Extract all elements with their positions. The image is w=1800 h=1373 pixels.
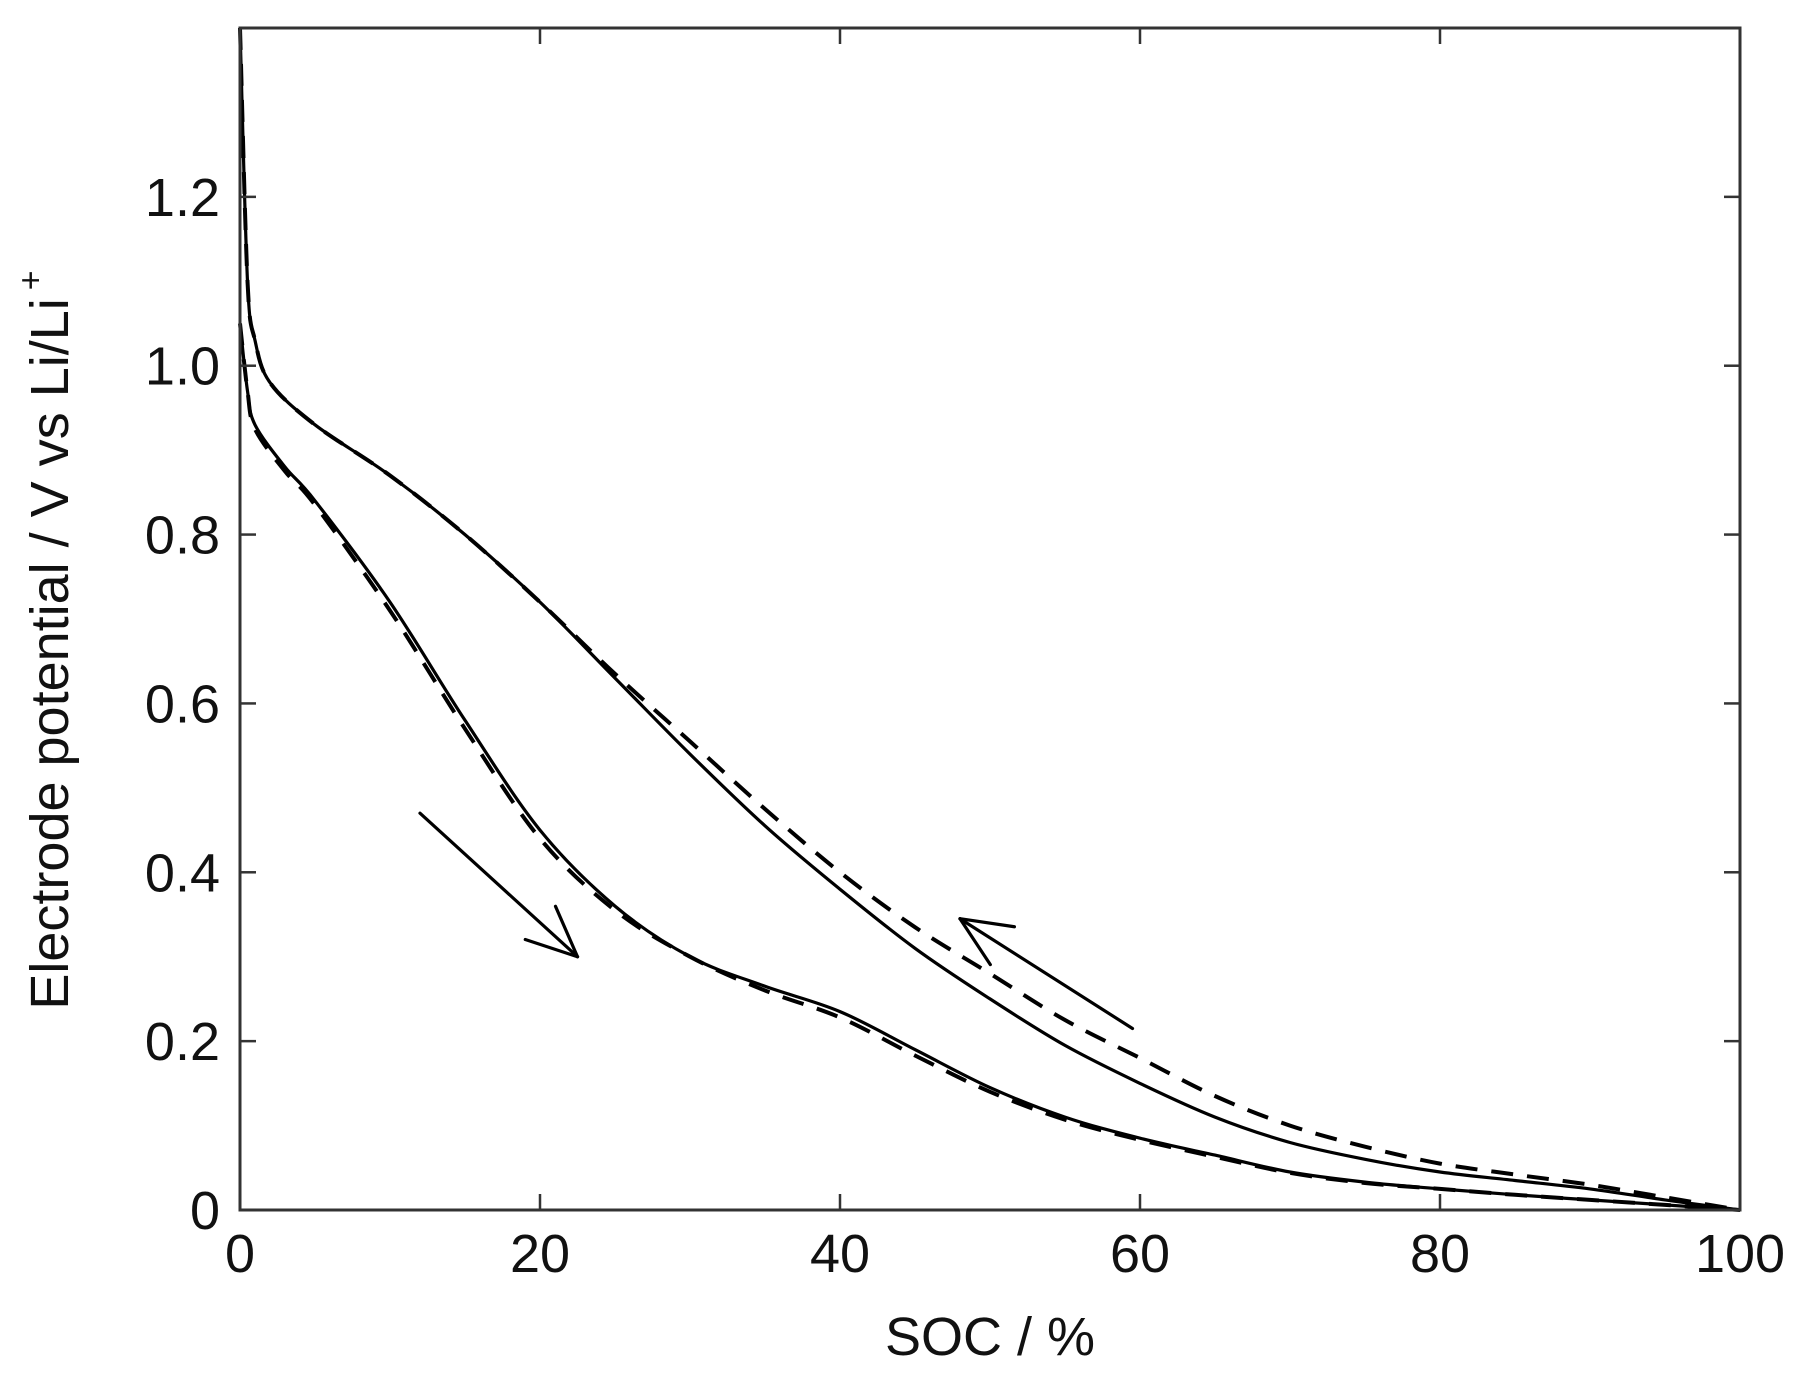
x-tick-label: 80: [1410, 1224, 1470, 1284]
x-tick-label: 0: [225, 1224, 255, 1284]
y-tick-labels: 0 0.2 0.4 0.6 0.8 1.0 1.2: [145, 168, 220, 1241]
x-tick-label: 100: [1695, 1224, 1785, 1284]
y-tick-label: 0.2: [145, 1012, 220, 1072]
y-tick-label: 1.0: [145, 337, 220, 397]
annotation-arrows: [418, 811, 1135, 1031]
y-axis-label-main: Electrode potential / V vs Li/Li: [20, 298, 80, 1009]
y-tick-label: 0.4: [145, 843, 220, 903]
x-tick-label: 40: [810, 1224, 870, 1284]
series-lower-dashed: [238, 323, 1741, 1212]
series-upper-dashed: [238, 27, 1741, 1212]
arrow-icon-down-right: [418, 811, 580, 959]
y-tick-label: 0.8: [145, 506, 220, 566]
y-axis-label-superscript: +: [12, 270, 50, 290]
x-tick-label: 20: [510, 1224, 570, 1284]
x-axis-label: SOC / %: [885, 1307, 1095, 1367]
y-tick-label: 0: [190, 1181, 220, 1241]
arrow-icon-up-left: [958, 917, 1135, 1031]
plot-frame: [238, 26, 1742, 1212]
x-tick-label: 60: [1110, 1224, 1170, 1284]
y-tick-label: 0.6: [145, 674, 220, 734]
series-layer: [238, 27, 1741, 1212]
y-axis-label-group: Electrode potential / V vs Li/Li +: [12, 270, 80, 1009]
axis-ticks: [238, 28, 1742, 1212]
x-tick-labels: 0 20 40 60 80 100: [225, 1224, 1785, 1284]
y-tick-label: 1.2: [145, 168, 220, 228]
y-axis-label: Electrode potential / V vs Li/Li +: [12, 270, 80, 1009]
